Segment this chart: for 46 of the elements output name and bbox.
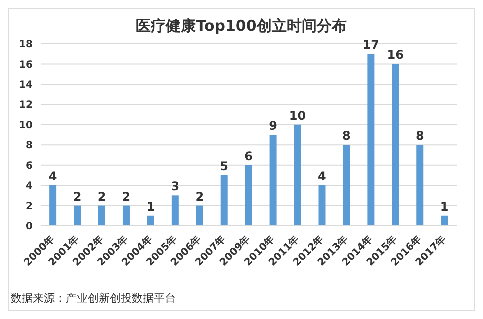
bar	[50, 186, 57, 226]
y-tick-label: 0	[26, 222, 34, 233]
data-label: 5	[220, 159, 229, 174]
source-note: 数据来源：产业创新创投数据平台	[11, 291, 176, 306]
y-tick-label: 6	[26, 160, 34, 172]
data-label: 8	[342, 129, 351, 144]
data-label: 4	[318, 170, 326, 184]
y-tick-label: 14	[19, 80, 34, 91]
y-tick-label: 16	[19, 60, 34, 71]
data-label: 3	[171, 180, 180, 194]
bar	[196, 206, 204, 226]
bar	[441, 216, 448, 226]
bar	[416, 145, 424, 226]
data-label: 17	[362, 38, 380, 52]
bar	[74, 206, 82, 226]
bar	[294, 124, 302, 226]
data-label: 2	[122, 190, 131, 204]
data-label: 10	[289, 108, 306, 123]
bar	[147, 216, 154, 226]
bar	[122, 206, 130, 226]
data-label: 4	[48, 170, 58, 184]
y-tick-label: 4	[26, 181, 34, 192]
y-tick-label: 10	[19, 120, 34, 132]
data-label: 8	[416, 129, 424, 144]
bar	[98, 206, 106, 226]
y-tick-label: 18	[19, 40, 34, 51]
chart-title: 医疗健康Top100创立时间分布	[135, 17, 348, 36]
bar	[392, 64, 400, 226]
bar	[318, 186, 326, 226]
y-tick-label: 2	[26, 201, 34, 212]
bar	[343, 145, 350, 226]
y-tick-label: 12	[19, 100, 34, 112]
data-label: 2	[98, 190, 106, 204]
data-label: 1	[440, 200, 449, 214]
data-label: 1	[146, 200, 156, 214]
data-label: 9	[269, 119, 278, 133]
data-label: 2	[73, 190, 82, 204]
bar	[245, 165, 252, 226]
data-label: 16	[387, 48, 404, 62]
bar	[172, 196, 179, 226]
y-tick-label: 8	[26, 140, 34, 152]
bar	[270, 135, 277, 226]
data-label: 2	[196, 190, 204, 204]
bar	[368, 54, 375, 226]
data-label: 6	[244, 149, 254, 164]
bar	[220, 175, 228, 226]
